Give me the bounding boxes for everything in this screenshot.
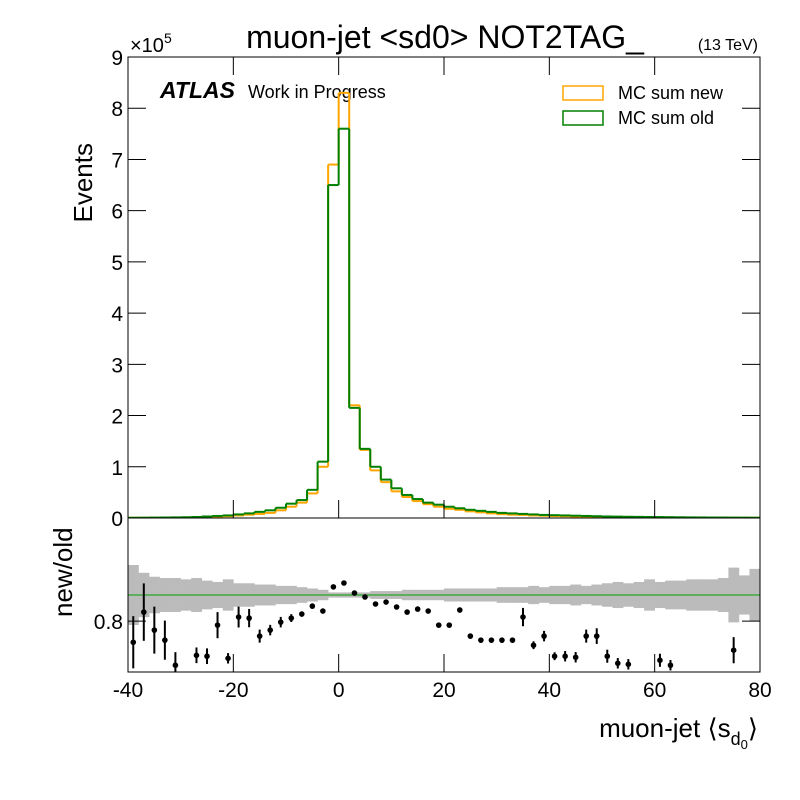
y-multiplier: ×105 <box>130 30 172 57</box>
x-label-close: ⟩ <box>748 713 758 743</box>
y-tick-label: 7 <box>111 149 123 172</box>
ratio-point <box>425 608 432 614</box>
ratio-point <box>520 614 526 620</box>
y-tick-label: 2 <box>111 406 123 429</box>
y-tick-label: 0 <box>111 508 123 531</box>
ratio-point <box>657 657 663 664</box>
legend-label: MC sum new <box>618 83 724 103</box>
ratio-point <box>309 603 316 609</box>
ratio-point <box>225 655 231 662</box>
legend-swatch <box>562 85 604 101</box>
ratio-point <box>256 633 263 639</box>
ratio-point <box>246 615 252 621</box>
ratio-point <box>414 606 421 612</box>
ratio-point <box>509 637 516 643</box>
ratio-point <box>604 653 611 660</box>
x-tick-label: -40 <box>113 679 143 702</box>
ratio-frame <box>127 517 761 673</box>
x-tick-label: 60 <box>643 679 666 702</box>
ratio-point <box>141 609 147 615</box>
x-axis-label: muon-jet ⟨sd0⟩ <box>599 713 758 752</box>
y-tick-label: 9 <box>111 47 123 70</box>
x-label-sub: d <box>731 729 741 749</box>
ratio-point <box>214 622 221 628</box>
ratio-point <box>562 653 568 660</box>
ratio-point <box>277 619 284 625</box>
status-label: Work in Progress <box>248 82 386 102</box>
ratio-point <box>288 615 295 621</box>
ratio-point <box>204 653 210 660</box>
y-axis-label: Events <box>68 143 98 223</box>
legend-swatch <box>562 110 604 126</box>
ratio-point <box>162 637 168 643</box>
y-tick-label: 6 <box>111 201 123 224</box>
x-tick-label: -20 <box>218 679 248 702</box>
ratio-point <box>267 627 274 633</box>
y-tick-label: 3 <box>111 354 123 377</box>
ratio-point <box>625 661 632 668</box>
ratio-point <box>393 604 400 610</box>
x-tick-label: 40 <box>538 679 561 702</box>
ratio-point <box>593 633 600 639</box>
ratio-point <box>130 639 137 646</box>
ratio-point <box>446 622 453 628</box>
x-tick-label: 20 <box>432 679 455 702</box>
x-label-main: muon-jet ⟨s <box>599 713 731 743</box>
ratio-point <box>341 580 347 586</box>
y-tick-label: 4 <box>111 303 123 326</box>
ratio-point <box>362 594 368 600</box>
ratio-point <box>330 584 337 590</box>
experiment-label: ATLAS <box>159 77 236 103</box>
ratio-point <box>235 614 242 620</box>
ratio-point <box>499 637 505 643</box>
ratio-point <box>320 608 326 614</box>
legend-label: MC sum old <box>618 108 714 128</box>
ratio-area <box>128 564 760 672</box>
ratio-point <box>730 647 737 654</box>
ratio-point <box>667 662 674 669</box>
multiplier-exponent: 5 <box>164 30 172 46</box>
ratio-point <box>151 627 158 633</box>
ratio-point <box>583 633 589 639</box>
ratio-point <box>193 652 200 659</box>
x-label-subsub: 0 <box>741 737 748 752</box>
y-tick-label: 5 <box>111 252 123 275</box>
chart-title: muon-jet <sd0> NOT2TAG_ <box>246 19 645 55</box>
ratio-point <box>299 611 305 617</box>
x-tick-label: 0 <box>333 679 345 702</box>
ratio-point <box>172 662 179 669</box>
ratio-point <box>572 654 579 661</box>
ratio-point <box>530 642 537 649</box>
ratio-point <box>488 637 495 643</box>
ratio-point <box>478 637 484 643</box>
ratio-point <box>457 607 463 613</box>
energy-label: (13 TeV) <box>698 37 758 54</box>
y-tick-label: 1 <box>111 457 123 480</box>
ratio-y-axis-label: new/old <box>48 527 78 617</box>
ratio-point <box>615 660 621 667</box>
y-tick-label: 8 <box>111 98 123 121</box>
ratio-point <box>383 599 389 605</box>
y-tick-label: 0.8 <box>94 611 123 634</box>
ratio-point <box>551 653 558 660</box>
x-tick-label: 80 <box>748 679 771 702</box>
ratio-point <box>372 601 379 607</box>
ratio-point <box>541 633 547 639</box>
ratio-point <box>351 590 358 596</box>
multiplier-base: ×10 <box>130 35 164 57</box>
ratio-point <box>435 622 442 628</box>
ratio-point <box>467 633 474 639</box>
ratio-point <box>404 609 410 615</box>
